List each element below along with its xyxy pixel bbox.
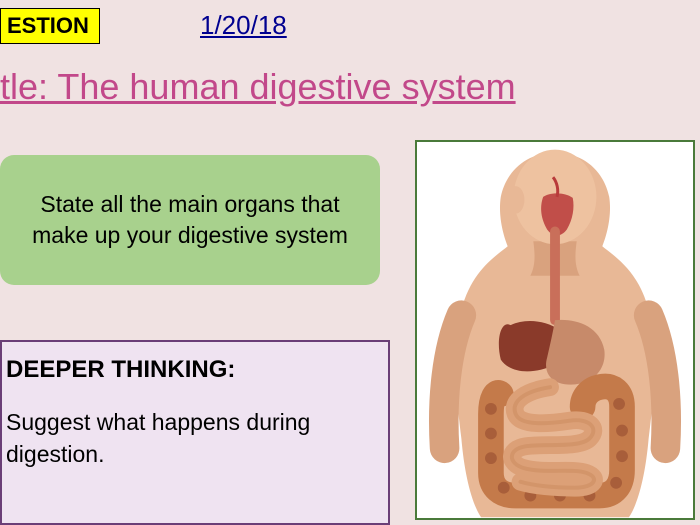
slide-date: 1/20/18	[200, 10, 287, 41]
slide-title: tle: The human digestive system	[0, 66, 700, 108]
task-box: State all the main organs that make up y…	[0, 155, 380, 285]
deeper-text: Suggest what happens during digestion.	[6, 406, 378, 470]
task-text: State all the main organs that make up y…	[18, 189, 362, 251]
anatomy-figure	[415, 140, 695, 520]
slide: ESTION 1/20/18 tle: The human digestive …	[0, 0, 700, 525]
arm-left	[444, 315, 462, 448]
deeper-thinking-box: DEEPER THINKING: Suggest what happens du…	[0, 340, 390, 525]
arm-right	[649, 315, 667, 448]
topic-tag: ESTION	[0, 8, 100, 44]
ear	[507, 186, 525, 214]
topic-tag-label: ESTION	[7, 13, 89, 38]
anatomy-svg	[417, 142, 693, 518]
deeper-heading: DEEPER THINKING:	[6, 356, 378, 384]
